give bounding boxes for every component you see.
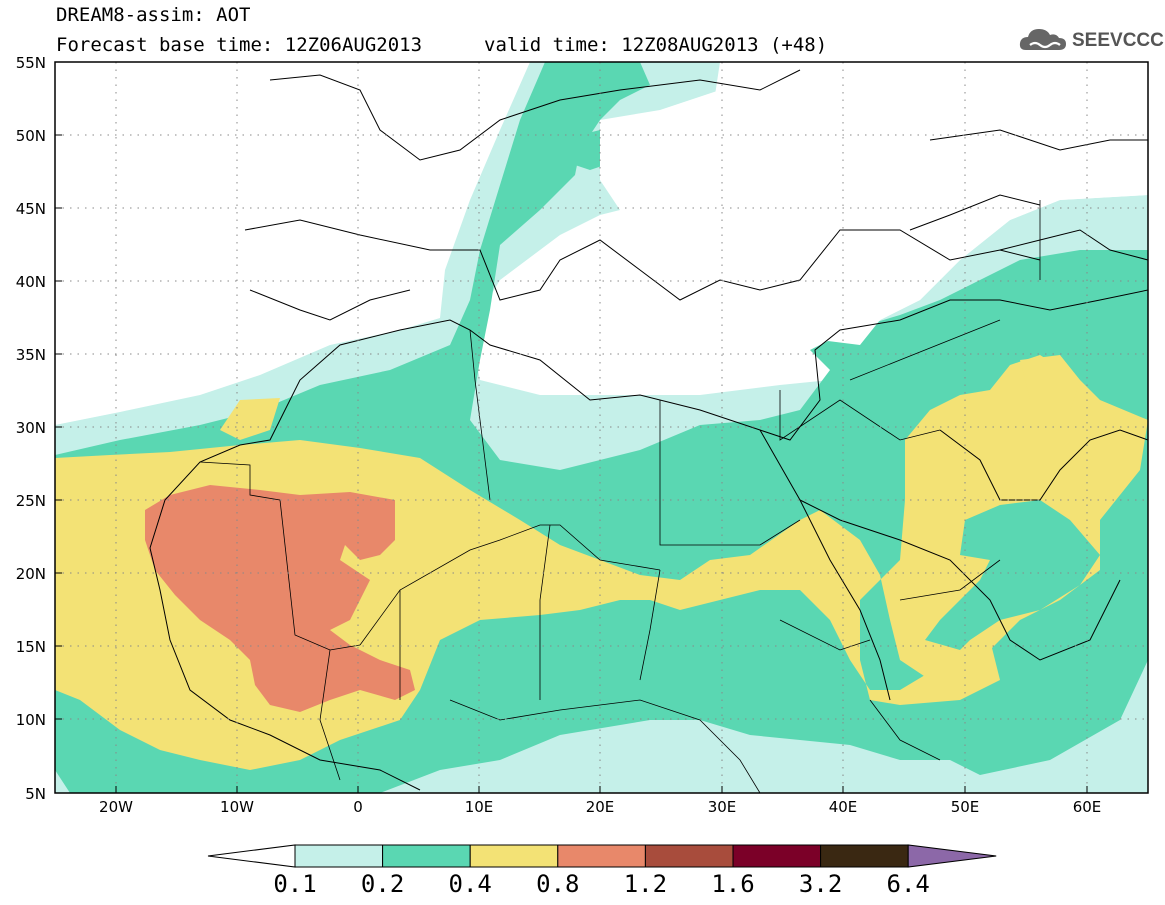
lon-label: 20W [99, 798, 133, 816]
latitude-labels: 55N 50N 45N 40N 35N 30N 25N 20N 15N 10N … [16, 54, 46, 803]
logo-text: SEEVCCC [1072, 30, 1164, 51]
legend-swatch-below-min [207, 844, 296, 868]
lon-label: 50E [951, 798, 980, 816]
lat-label: 40N [16, 273, 46, 291]
lon-label: 40E [829, 798, 858, 816]
legend-level-label: 0.1 [273, 870, 317, 898]
cloud-logo-icon [1019, 29, 1066, 50]
legend-level-label: 3.2 [798, 870, 843, 898]
lon-label: 60E [1073, 798, 1102, 816]
lon-label: 0 [353, 798, 363, 816]
lon-label: 20E [586, 798, 615, 816]
map-title: DREAM8-assim: AOT [56, 4, 251, 26]
base-time-text: Forecast base time: 12Z06AUG2013 [56, 34, 423, 56]
lon-label: 10W [220, 798, 254, 816]
aot-band-0.8 [145, 485, 415, 712]
axis-ticks [55, 61, 1088, 794]
legend-level-label: 1.6 [711, 870, 755, 898]
legend-level-label: 0.4 [448, 870, 492, 898]
legend-level-label: 0.8 [536, 870, 580, 898]
legend-swatch [469, 844, 559, 868]
legend-swatches [207, 844, 997, 868]
valid-time-text: valid time: 12Z08AUG2013 (+48) [484, 34, 828, 56]
lon-label: 30E [708, 798, 737, 816]
legend-swatch [557, 844, 646, 868]
lat-label: 5N [25, 785, 46, 803]
forecast-time-line: Forecast base time: 12Z06AUG2013 valid ti… [56, 34, 827, 56]
lat-label: 10N [16, 711, 46, 729]
lat-label: 45N [16, 200, 46, 218]
seevccc-logo: SEEVCCC [1018, 24, 1164, 56]
lat-label: 50N [16, 127, 46, 145]
aot-field [55, 62, 1148, 793]
legend-swatch [644, 844, 734, 868]
country-borders [199, 200, 1041, 793]
legend-level-label: 1.2 [623, 870, 668, 898]
legend-level-label: 0.2 [360, 870, 405, 898]
lon-label: 10E [465, 798, 494, 816]
aot-band-below-0.1 [55, 62, 1148, 395]
coastlines [149, 69, 1148, 791]
legend-swatch-above-max [907, 844, 997, 868]
lat-label: 15N [16, 638, 46, 656]
lat-label: 25N [16, 492, 46, 510]
legend-swatch [820, 844, 909, 868]
lat-label: 30N [16, 419, 46, 437]
legend-level-label: 6.4 [886, 870, 930, 898]
legend-swatch [732, 844, 822, 868]
legend-swatch [294, 844, 384, 868]
lat-label: 55N [16, 54, 46, 72]
legend-swatch [382, 844, 471, 868]
lat-label: 20N [16, 565, 46, 583]
lat-label: 35N [16, 346, 46, 364]
longitude-labels: 20W 10W 0 10E 20E 30E 40E 50E 60E [99, 798, 1101, 816]
